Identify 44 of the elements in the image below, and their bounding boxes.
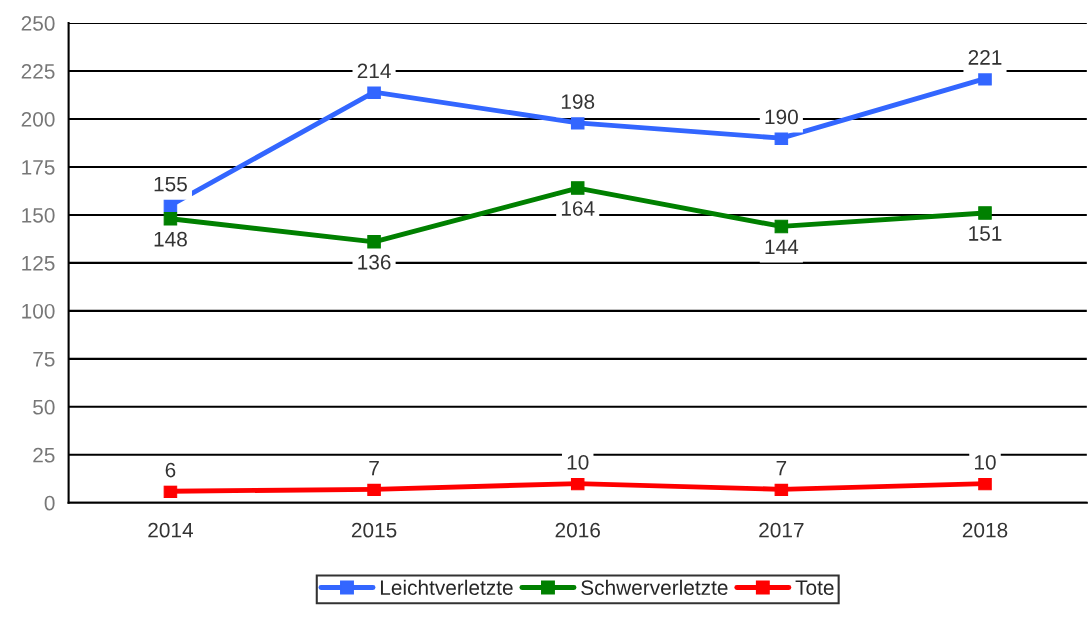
- data-label: 214: [357, 63, 391, 79]
- data-label: 7: [369, 460, 379, 476]
- point: [978, 476, 992, 491]
- point: [774, 219, 789, 234]
- x-tick-label: 2017: [759, 522, 804, 538]
- data-label: 151: [969, 226, 1002, 241]
- point: [978, 206, 992, 220]
- data-label: 148: [154, 231, 187, 247]
- legend-label: Schwerverletzte: [581, 579, 728, 596]
- x-tick-label: 2016: [555, 522, 600, 538]
- data-label: 198: [561, 94, 595, 109]
- data-label: 10: [975, 454, 996, 470]
- data-label: 7: [776, 460, 787, 476]
- point: [570, 116, 585, 130]
- y-tick-label: 225: [21, 64, 55, 79]
- point: [367, 85, 381, 99]
- data-label: 164: [561, 201, 595, 216]
- y-tick-label: 75: [33, 352, 55, 367]
- x-tick-label: 2015: [351, 522, 397, 538]
- point: [978, 71, 992, 86]
- point: [367, 235, 381, 249]
- y-tick-label: 125: [22, 255, 55, 271]
- y-tick-label: 175: [22, 160, 55, 175]
- data-label: 144: [765, 239, 799, 255]
- data-label: 221: [968, 50, 1002, 65]
- y-tick-label: 0: [44, 495, 55, 511]
- data-label: 155: [154, 176, 187, 192]
- data-label: 190: [765, 109, 798, 125]
- y-tick-label: 250: [21, 16, 55, 31]
- legend-label: Tote: [795, 580, 834, 596]
- y-tick-label: 150: [22, 207, 55, 223]
- point: [367, 482, 381, 497]
- data-label: 6: [165, 462, 176, 478]
- data-label: 136: [358, 254, 391, 270]
- x-tick-label: 2014: [148, 522, 193, 538]
- y-tick-label: 25: [33, 447, 55, 463]
- y-tick-label: 100: [22, 303, 55, 319]
- y-tick-label: 50: [33, 399, 55, 415]
- point: [570, 181, 585, 195]
- y-tick-label: 200: [21, 111, 55, 127]
- point: [163, 212, 178, 226]
- legend-label: Leichtverletzte: [380, 579, 513, 596]
- x-tick-label: 2018: [962, 522, 1008, 538]
- data-label: 10: [567, 454, 589, 470]
